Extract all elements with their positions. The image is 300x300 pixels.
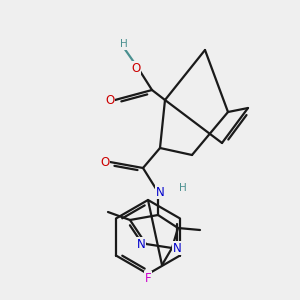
Text: N: N [156,185,164,199]
Text: N: N [172,242,182,254]
Text: O: O [105,94,115,106]
Text: H: H [179,183,187,193]
Text: O: O [100,155,109,169]
Text: O: O [131,61,141,74]
Text: F: F [145,272,151,284]
Text: N: N [136,238,146,250]
Text: H: H [120,39,128,49]
